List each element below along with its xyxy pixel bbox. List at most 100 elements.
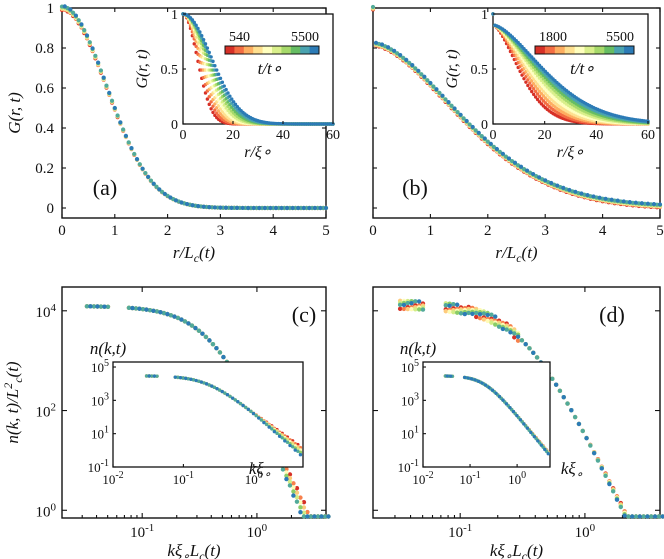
data-point-d bbox=[443, 309, 448, 314]
inset-y-tick-label-b: 0 bbox=[481, 118, 488, 133]
data-point-a bbox=[229, 205, 234, 210]
data-point-a bbox=[323, 205, 329, 211]
inset-point-b bbox=[535, 92, 540, 96]
data-point-a bbox=[257, 205, 262, 211]
colorbar-segment-a bbox=[234, 46, 245, 54]
data-point-c bbox=[294, 490, 300, 495]
data-point-d bbox=[576, 421, 582, 427]
x-tick-label-b: 5 bbox=[656, 223, 664, 239]
data-point-a bbox=[246, 205, 251, 211]
data-point-c bbox=[168, 313, 174, 318]
inset-point-a bbox=[192, 20, 196, 25]
data-point-d bbox=[527, 346, 532, 351]
data-point-c bbox=[284, 466, 289, 472]
colorbar-segment-a bbox=[272, 46, 282, 54]
x-tick-label-b: 0 bbox=[369, 223, 377, 239]
data-point-b bbox=[500, 151, 506, 156]
data-point-a bbox=[312, 205, 317, 211]
inset-point-c bbox=[225, 393, 230, 397]
inset-point-c bbox=[259, 418, 264, 422]
inset-point-c bbox=[215, 386, 219, 391]
data-point-d bbox=[512, 331, 517, 336]
x-axis-label-c: kξ∘Lc(t) bbox=[167, 541, 221, 559]
inset-point-a bbox=[231, 100, 236, 104]
data-point-d bbox=[618, 504, 623, 510]
data-point-c bbox=[291, 493, 296, 498]
data-point-b bbox=[467, 122, 472, 127]
data-point-c bbox=[305, 509, 310, 515]
inset-point-d bbox=[511, 409, 516, 414]
data-point-b bbox=[645, 201, 651, 206]
data-point-b bbox=[386, 45, 391, 50]
colorbar-segment-b bbox=[574, 46, 585, 54]
inset-point-c bbox=[298, 450, 303, 455]
data-point-c bbox=[95, 304, 100, 309]
data-point-d bbox=[603, 473, 608, 479]
data-point-b bbox=[479, 133, 484, 139]
data-point-b bbox=[392, 48, 397, 53]
inset-side-label-d: kξ∘ bbox=[561, 459, 583, 481]
inset-point-c bbox=[194, 378, 198, 383]
inset-point-d bbox=[525, 426, 530, 430]
inset-y-tick-label-d: 105 bbox=[401, 358, 419, 375]
data-point-d bbox=[481, 317, 487, 322]
data-point-d bbox=[401, 302, 407, 308]
data-point-a bbox=[115, 113, 120, 118]
data-point-a bbox=[73, 13, 78, 18]
inset-x-tick-label-c: 10-2 bbox=[102, 470, 123, 487]
inset-point-d bbox=[501, 398, 505, 402]
data-point-b bbox=[455, 109, 460, 115]
inset-point-c bbox=[262, 420, 266, 425]
data-point-b bbox=[579, 191, 584, 196]
data-point-d bbox=[656, 514, 662, 519]
data-point-d bbox=[485, 318, 490, 324]
plot-frame-c bbox=[61, 286, 327, 519]
inset-point-c bbox=[184, 376, 188, 381]
inset-point-b bbox=[537, 89, 542, 93]
inset-point-b bbox=[539, 91, 544, 96]
data-point-d bbox=[660, 514, 664, 519]
inset-point-a bbox=[230, 97, 234, 101]
data-point-d bbox=[489, 320, 494, 325]
inset-point-b bbox=[531, 92, 536, 97]
data-point-d bbox=[512, 335, 517, 340]
data-point-b bbox=[543, 178, 548, 183]
inset-point-b bbox=[531, 87, 536, 91]
data-point-d bbox=[553, 382, 559, 387]
data-point-c bbox=[301, 505, 307, 510]
data-point-c bbox=[144, 307, 149, 312]
data-point-d bbox=[610, 489, 616, 494]
inset-point-a bbox=[194, 23, 198, 27]
data-point-d bbox=[531, 350, 536, 355]
inset-point-d bbox=[448, 374, 453, 378]
inset-y-tick-label-d: 103 bbox=[401, 391, 419, 408]
data-point-d bbox=[413, 307, 418, 312]
inset-x-tick-label-b: 40 bbox=[589, 128, 603, 143]
x-axis-label-b: r/Lc(t) bbox=[495, 243, 538, 265]
data-point-d bbox=[451, 309, 456, 315]
inset-point-d bbox=[497, 394, 502, 399]
data-point-d bbox=[630, 514, 635, 519]
inset-point-c bbox=[210, 384, 214, 388]
data-point-a bbox=[251, 205, 256, 211]
data-point-b bbox=[567, 187, 572, 193]
inset-point-c bbox=[277, 434, 282, 438]
data-point-d bbox=[409, 306, 414, 312]
inset-point-b bbox=[541, 89, 546, 93]
data-point-a bbox=[146, 174, 151, 179]
x-tick-label-b: 2 bbox=[484, 223, 492, 239]
data-point-d bbox=[409, 300, 414, 306]
colorbar-segment-a bbox=[225, 46, 235, 54]
x-tick-label-a: 2 bbox=[164, 223, 172, 239]
data-point-d bbox=[474, 314, 479, 320]
data-point-c bbox=[294, 499, 300, 504]
inset-point-d bbox=[504, 402, 509, 406]
data-point-c bbox=[91, 304, 97, 309]
data-point-c bbox=[294, 494, 300, 500]
data-point-d bbox=[462, 311, 468, 317]
inset-point-c bbox=[147, 374, 151, 378]
data-point-a bbox=[98, 68, 104, 73]
panel-label-a: (a) bbox=[93, 175, 117, 200]
inset-point-a bbox=[213, 64, 217, 68]
